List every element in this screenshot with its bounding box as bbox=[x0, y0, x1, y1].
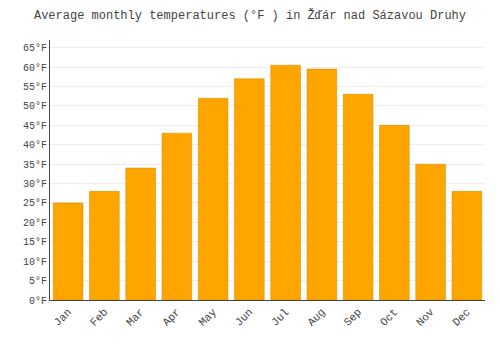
svg-text:45°F: 45°F bbox=[23, 121, 47, 132]
svg-text:Feb: Feb bbox=[88, 306, 110, 328]
svg-text:Oct: Oct bbox=[378, 306, 400, 328]
svg-text:Mar: Mar bbox=[124, 306, 146, 328]
svg-text:25°F: 25°F bbox=[23, 198, 47, 209]
svg-text:5°F: 5°F bbox=[29, 276, 47, 287]
svg-text:Apr: Apr bbox=[160, 306, 182, 328]
svg-text:Jul: Jul bbox=[269, 306, 291, 328]
svg-text:60°F: 60°F bbox=[23, 63, 47, 74]
svg-text:Sep: Sep bbox=[342, 306, 364, 328]
svg-text:30°F: 30°F bbox=[23, 179, 47, 190]
svg-text:May: May bbox=[197, 306, 220, 329]
svg-text:20°F: 20°F bbox=[23, 218, 47, 229]
svg-text:15°F: 15°F bbox=[23, 237, 47, 248]
svg-text:Dec: Dec bbox=[450, 306, 472, 328]
svg-text:Average monthly temperatures (: Average monthly temperatures (°F ) in Žď… bbox=[34, 8, 466, 23]
svg-text:50°F: 50°F bbox=[23, 101, 47, 112]
svg-text:Nov: Nov bbox=[414, 306, 437, 329]
svg-text:55°F: 55°F bbox=[23, 82, 47, 93]
svg-text:Jan: Jan bbox=[52, 306, 74, 328]
svg-text:35°F: 35°F bbox=[23, 160, 47, 171]
svg-text:40°F: 40°F bbox=[23, 140, 47, 151]
svg-text:Jun: Jun bbox=[233, 306, 255, 328]
svg-text:10°F: 10°F bbox=[23, 257, 47, 268]
svg-text:Aug: Aug bbox=[305, 306, 327, 328]
svg-text:0°F: 0°F bbox=[29, 296, 47, 307]
svg-text:65°F: 65°F bbox=[23, 43, 47, 54]
